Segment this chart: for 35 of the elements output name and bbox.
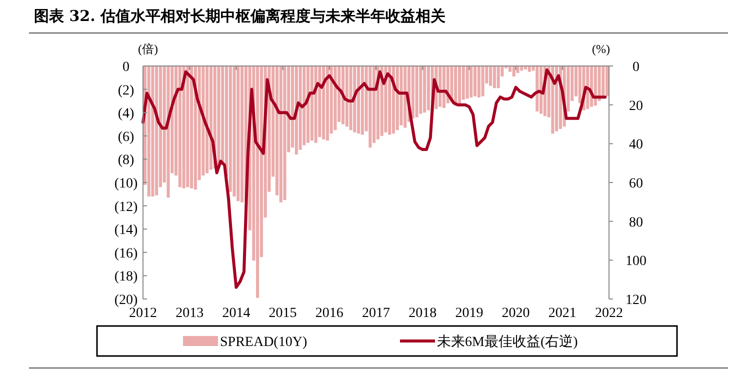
y-tick-label: (8): [118, 153, 134, 168]
y2-tick-label: 80: [629, 215, 643, 230]
y-tick-label: (10): [114, 176, 138, 192]
legend-label: 未来6M最佳收益(右逆): [437, 334, 578, 350]
y2-tick-label: 120: [626, 293, 646, 308]
x-tick-label: 2014: [222, 306, 250, 321]
y2-tick-label: 0: [632, 60, 640, 75]
y-tick-label: (4): [118, 106, 134, 122]
x-tick-label: 2012: [129, 306, 157, 321]
chart-title: 图表 32. 估值水平相对长期中枢偏离程度与未来半年收益相关: [34, 7, 446, 25]
y-tick-label: (16): [114, 246, 138, 262]
y-tick-label: (14): [114, 223, 138, 238]
x-tick-label: 2019: [455, 306, 484, 321]
y2-tick-label: 60: [629, 176, 643, 192]
legend-label: SPREAD(10Y): [220, 335, 308, 350]
x-tick-label: 2022: [595, 306, 623, 321]
y2-tick-label: 40: [629, 138, 643, 153]
y-tick-label: (6): [118, 130, 134, 145]
y2-tick-label: 100: [626, 254, 646, 270]
x-tick-label: 2017: [362, 306, 390, 321]
x-tick-label: 2021: [548, 306, 576, 321]
y2-axis-title: (%): [592, 42, 610, 56]
y-tick-label: (2): [118, 83, 134, 98]
y-tick-label: 0: [122, 60, 130, 75]
y-tick-label: (18): [114, 270, 138, 285]
x-tick-label: 2020: [502, 306, 530, 321]
x-tick-label: 2013: [176, 306, 204, 321]
y-axis-title: (倍): [138, 42, 158, 56]
x-tick-label: 2018: [408, 306, 437, 321]
line-series: [142, 68, 607, 289]
y-tick-label: (12): [114, 200, 138, 215]
y-tick-label: (20): [114, 293, 138, 308]
y2-tick-label: 20: [629, 98, 643, 114]
x-tick-label: 2015: [268, 306, 297, 321]
x-tick-label: 2016: [315, 306, 344, 321]
